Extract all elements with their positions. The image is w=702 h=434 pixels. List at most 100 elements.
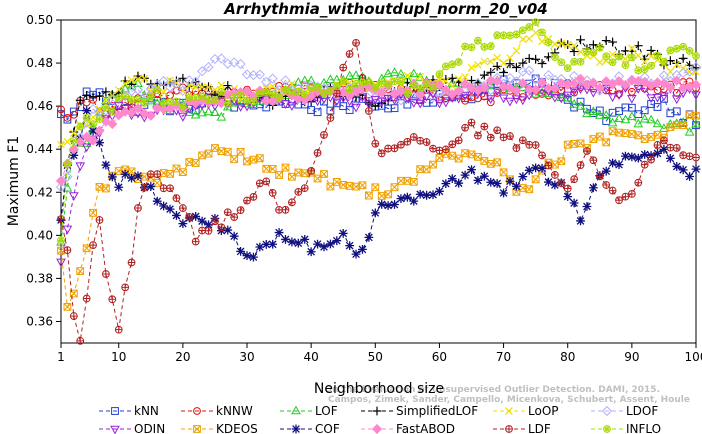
- data-point: [435, 186, 444, 196]
- data-point: [602, 181, 610, 189]
- data-point: [486, 159, 495, 168]
- data-point: [570, 58, 578, 66]
- data-point: [121, 283, 130, 292]
- data-point: [576, 216, 585, 226]
- series-layer: [55, 18, 702, 345]
- data-point: [198, 227, 206, 234]
- data-point: [493, 158, 502, 167]
- data-point: [551, 53, 559, 61]
- data-point: [627, 111, 637, 121]
- data-point: [127, 258, 136, 267]
- data-point: [173, 98, 180, 105]
- data-point: [288, 172, 296, 181]
- data-point: [615, 53, 623, 60]
- data-point: [261, 240, 271, 249]
- data-point: [269, 189, 277, 197]
- legend-label: SimplifiedLOF: [396, 404, 478, 418]
- data-point: [139, 108, 150, 119]
- data-point: [346, 86, 354, 93]
- data-point: [275, 206, 283, 214]
- legend-item-loop: LoOP: [493, 404, 559, 418]
- data-point: [250, 98, 257, 105]
- data-point: [538, 152, 546, 159]
- data-point: [436, 70, 443, 78]
- data-point: [474, 61, 482, 69]
- y-tick-label: 0.46: [26, 99, 53, 113]
- legend-label: COF: [315, 422, 340, 434]
- data-point: [338, 228, 348, 238]
- data-point: [134, 75, 142, 84]
- data-point: [485, 75, 496, 86]
- data-point: [428, 190, 438, 200]
- data-point: [601, 166, 611, 176]
- data-point: [588, 77, 599, 88]
- data-point: [569, 198, 579, 208]
- data-point: [615, 196, 623, 204]
- data-point: [575, 73, 586, 85]
- data-point: [647, 62, 655, 70]
- data-point: [159, 88, 168, 96]
- data-point: [314, 83, 321, 91]
- data-point: [441, 145, 450, 154]
- data-point: [666, 67, 675, 76]
- data-point: [205, 227, 212, 235]
- legend: kNN kNNW LOF SimplifiedLOF LoOP LDOF ODIN KDEOS…: [99, 404, 661, 434]
- data-point: [513, 144, 520, 152]
- data-point: [498, 94, 509, 104]
- data-point: [460, 170, 470, 180]
- data-point: [127, 76, 136, 85]
- data-point: [596, 44, 604, 51]
- data-point: [95, 91, 104, 101]
- data-point: [543, 69, 554, 81]
- data-point: [57, 236, 65, 244]
- data-point: [333, 82, 341, 90]
- data-point: [692, 111, 700, 120]
- data-point: [82, 91, 92, 100]
- data-point: [460, 91, 470, 101]
- data-point: [474, 131, 482, 140]
- data-point: [492, 61, 502, 71]
- data-point: [627, 94, 637, 104]
- data-point: [57, 215, 65, 223]
- data-point: [241, 86, 253, 97]
- data-point: [640, 150, 650, 159]
- data-point: [140, 183, 149, 192]
- data-point: [121, 79, 129, 88]
- data-point: [550, 86, 560, 96]
- data-point: [164, 103, 176, 114]
- data-point: [448, 82, 457, 90]
- legend-item-odin: ODIN: [99, 422, 165, 434]
- data-point: [121, 93, 129, 100]
- data-point: [429, 160, 437, 169]
- data-point: [320, 131, 328, 139]
- data-point: [217, 81, 226, 90]
- data-point: [659, 92, 669, 102]
- data-point: [607, 93, 618, 103]
- data-point: [158, 75, 169, 87]
- data-point: [81, 138, 92, 147]
- data-point: [622, 61, 629, 69]
- data-point: [128, 95, 135, 103]
- data-point: [550, 93, 560, 103]
- data-point: [408, 68, 419, 78]
- legend-label: FastABOD: [396, 422, 455, 434]
- data-point: [319, 242, 329, 252]
- data-point: [602, 181, 611, 189]
- data-point: [145, 110, 156, 121]
- data-point: [178, 219, 188, 229]
- data-point: [261, 95, 272, 107]
- data-point: [243, 196, 251, 205]
- data-point: [583, 147, 591, 155]
- data-point: [132, 84, 144, 95]
- data-point: [268, 82, 277, 90]
- data-point: [678, 165, 688, 175]
- data-point: [376, 97, 387, 107]
- data-point: [652, 77, 663, 88]
- data-point: [299, 94, 310, 106]
- data-point: [345, 106, 354, 114]
- data-point: [620, 114, 631, 124]
- series-line: [60, 38, 697, 221]
- data-point: [557, 39, 566, 48]
- data-point: [422, 165, 431, 174]
- data-point: [506, 54, 514, 62]
